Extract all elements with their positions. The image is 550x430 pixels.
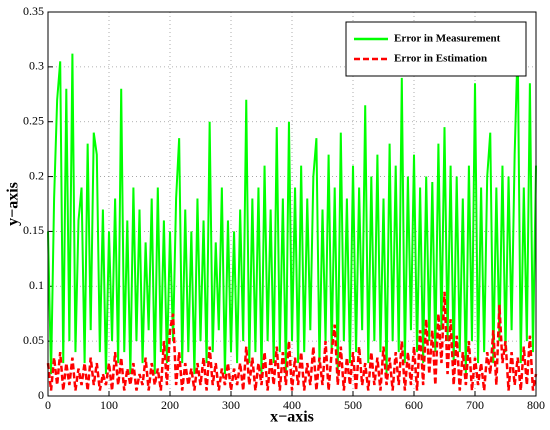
- y-tick-label: 0.15: [23, 223, 44, 237]
- x-tick-label: 0: [45, 398, 51, 412]
- data-line: [47, 44, 537, 375]
- x-tick-label: 800: [527, 398, 545, 412]
- x-tick-label: 400: [283, 398, 301, 412]
- y-tick-label: 0.05: [23, 333, 44, 347]
- data-line: [46, 291, 538, 391]
- x-tick-label: 300: [222, 398, 240, 412]
- y-tick-label: 0.1: [29, 278, 44, 292]
- x-tick-label: 700: [466, 398, 484, 412]
- legend-box: [345, 21, 527, 77]
- x-tick-label: 200: [161, 398, 179, 412]
- axes-frame: [47, 11, 537, 397]
- y-axis-label: y−axis: [5, 182, 22, 226]
- legend-label: Error in Measurement: [394, 33, 501, 45]
- y-tick-label: 0: [38, 388, 44, 402]
- y-tick-label: 0.25: [23, 113, 44, 127]
- y-tick-label: 0.3: [29, 59, 44, 73]
- x-tick-label: 100: [100, 398, 118, 412]
- x-tick-label: 600: [405, 398, 423, 412]
- x-tick-label: 500: [344, 398, 362, 412]
- y-tick-label: 0.35: [23, 4, 44, 18]
- y-tick-label: 0.2: [29, 168, 44, 182]
- legend-label: Error in Estimation: [394, 53, 487, 65]
- x-axis-label: x−axis: [270, 409, 314, 426]
- legend: Error in Measurement Error in Estimation: [345, 21, 527, 77]
